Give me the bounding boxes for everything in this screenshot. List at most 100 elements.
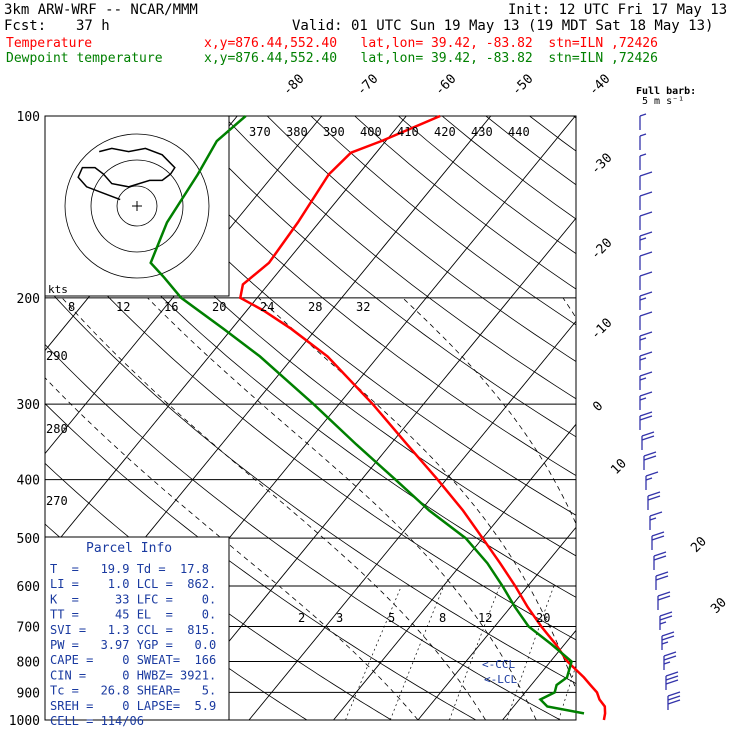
wind-barb bbox=[639, 311, 653, 330]
wind-barb bbox=[639, 191, 653, 210]
wind-barb bbox=[639, 271, 653, 290]
dewpoint-line bbox=[149, 115, 585, 715]
dry-adiabat-line bbox=[135, 116, 576, 477]
parcel-info-row: K = 33 LFC = 0. bbox=[50, 592, 216, 606]
moist-adiabat-line bbox=[402, 297, 576, 525]
hodograph-speed-label: 28 bbox=[308, 300, 322, 314]
wind-barb bbox=[665, 671, 679, 690]
isotherm-line bbox=[587, 116, 740, 720]
isotherm-line bbox=[333, 423, 576, 720]
parcel-info-row: CELL = 114/06 bbox=[50, 714, 144, 728]
pressure-tick-label: 300 bbox=[17, 398, 40, 413]
isotherm-label: -70 bbox=[354, 72, 381, 99]
wind-barb bbox=[639, 371, 653, 390]
pressure-tick-label: 600 bbox=[17, 580, 40, 595]
wind-barb bbox=[659, 611, 673, 630]
isotherm-label: -60 bbox=[432, 72, 459, 99]
wind-barb bbox=[645, 471, 659, 490]
theta-label: 290 bbox=[46, 349, 68, 363]
parcel-info-row: LI = 1.0 LCL = 862. bbox=[50, 577, 216, 591]
dewpoint-legend: Dewpoint temperature bbox=[6, 51, 163, 66]
mixing-ratio-line bbox=[345, 585, 402, 720]
mixing-ratio-line bbox=[627, 586, 667, 720]
hodograph-trace bbox=[77, 147, 176, 201]
wind-barb bbox=[663, 651, 677, 670]
dry-adiabat-line bbox=[398, 116, 576, 255]
isotherm-line bbox=[164, 217, 576, 720]
pressure-tick-label: 500 bbox=[17, 532, 40, 547]
wind-barb bbox=[657, 591, 671, 610]
dry-adiabat-line bbox=[45, 403, 477, 720]
theta-label: 270 bbox=[46, 494, 68, 508]
dry-adiabat-line bbox=[48, 116, 576, 557]
isotherm-label: 10 bbox=[608, 456, 630, 478]
theta-label: 280 bbox=[46, 422, 68, 436]
mixing-ratio-line bbox=[449, 585, 501, 720]
parcel-info-row: SREH = 0 LAPSE= 5.9 bbox=[50, 699, 216, 713]
parcel-info-row: CAPE = 0 SWEAT= 166 bbox=[50, 653, 216, 667]
mixing-ratio-line bbox=[389, 585, 445, 720]
isotherm-label: -10 bbox=[588, 316, 615, 343]
theta-label: 440 bbox=[508, 125, 530, 139]
theta-label: 380 bbox=[286, 125, 308, 139]
parcel-info-row: T = 19.9 Td = 17.8 bbox=[50, 562, 209, 576]
wind-barb bbox=[639, 331, 653, 350]
dry-adiabat-line bbox=[266, 116, 576, 362]
hodograph-speed-label: 12 bbox=[116, 300, 130, 314]
theta-label: 430 bbox=[471, 125, 493, 139]
hodograph-center bbox=[132, 201, 142, 211]
dry-adiabat-line bbox=[441, 116, 576, 220]
wind-barb bbox=[639, 153, 647, 170]
wind-barb bbox=[639, 211, 653, 230]
isotherm-label: -50 bbox=[509, 72, 536, 99]
isotherm-label: 20 bbox=[688, 534, 710, 556]
wind-barb bbox=[651, 531, 665, 550]
parcel-info-row: Tc = 26.8 SHEAR= 5. bbox=[50, 684, 216, 698]
mixing-ratio-label: 20 bbox=[536, 611, 550, 625]
wind-barb bbox=[655, 571, 669, 590]
dry-adiabat-line bbox=[617, 116, 740, 733]
pressure-tick-label: 900 bbox=[17, 686, 40, 701]
moist-adiabat-line bbox=[258, 297, 576, 691]
hodograph-units: kts bbox=[48, 283, 68, 296]
lcl-annotation: <-LCL bbox=[484, 673, 517, 686]
temperature-line bbox=[238, 114, 607, 721]
pressure-tick-label: 100 bbox=[17, 110, 40, 125]
wind-barb bbox=[653, 551, 667, 570]
model-title: 3km ARW-WRF -- NCAR/MMM bbox=[4, 2, 198, 18]
isotherm-line bbox=[45, 116, 407, 558]
valid-time: Valid: 01 UTC Sun 19 May 13 (19 MDT Sat … bbox=[292, 18, 714, 34]
temperature-location: x,y=876.44,552.40 lat,lon= 39.42, -83.82… bbox=[204, 36, 658, 51]
init-time: Init: 12 UTC Fri 17 May 13 bbox=[508, 2, 728, 18]
temperature-legend: Temperature bbox=[6, 36, 93, 51]
wind-barb bbox=[667, 691, 681, 710]
wind-barb bbox=[643, 451, 657, 470]
mixing-ratio-label: 2 bbox=[298, 611, 305, 625]
pressure-tick-label: 1000 bbox=[9, 714, 40, 729]
isotherm-label: -40 bbox=[586, 72, 613, 99]
wind-barb bbox=[639, 411, 653, 430]
dewpoint-location: x,y=876.44,552.40 lat,lon= 39.42, -83.82… bbox=[204, 51, 658, 66]
pressure-tick-label: 700 bbox=[17, 620, 40, 635]
isotherm-line bbox=[248, 320, 576, 720]
isotherm-label: -30 bbox=[588, 151, 615, 178]
isotherm-label: -80 bbox=[280, 72, 307, 99]
theta-label: 400 bbox=[360, 125, 382, 139]
theta-label: 390 bbox=[323, 125, 345, 139]
theta-label: 410 bbox=[397, 125, 419, 139]
pressure-tick-label: 400 bbox=[17, 474, 40, 489]
dry-adiabat-line bbox=[223, 116, 576, 400]
wind-barb bbox=[639, 351, 653, 370]
isotherm-line bbox=[672, 116, 740, 720]
parcel-info-row: PW = 3.97 YGP = 0.0 bbox=[50, 638, 216, 652]
wind-barb bbox=[647, 491, 661, 510]
hodograph-speed-label: 20 bbox=[212, 300, 226, 314]
isotherm-line bbox=[417, 526, 576, 720]
hodograph-speed-label: 8 bbox=[68, 300, 75, 314]
wind-barb bbox=[641, 431, 655, 450]
hodograph-ring bbox=[116, 185, 158, 227]
parcel-info-box bbox=[44, 536, 230, 721]
pressure-tick-label: 200 bbox=[17, 292, 40, 307]
isotherm-label: 0 bbox=[590, 399, 606, 415]
